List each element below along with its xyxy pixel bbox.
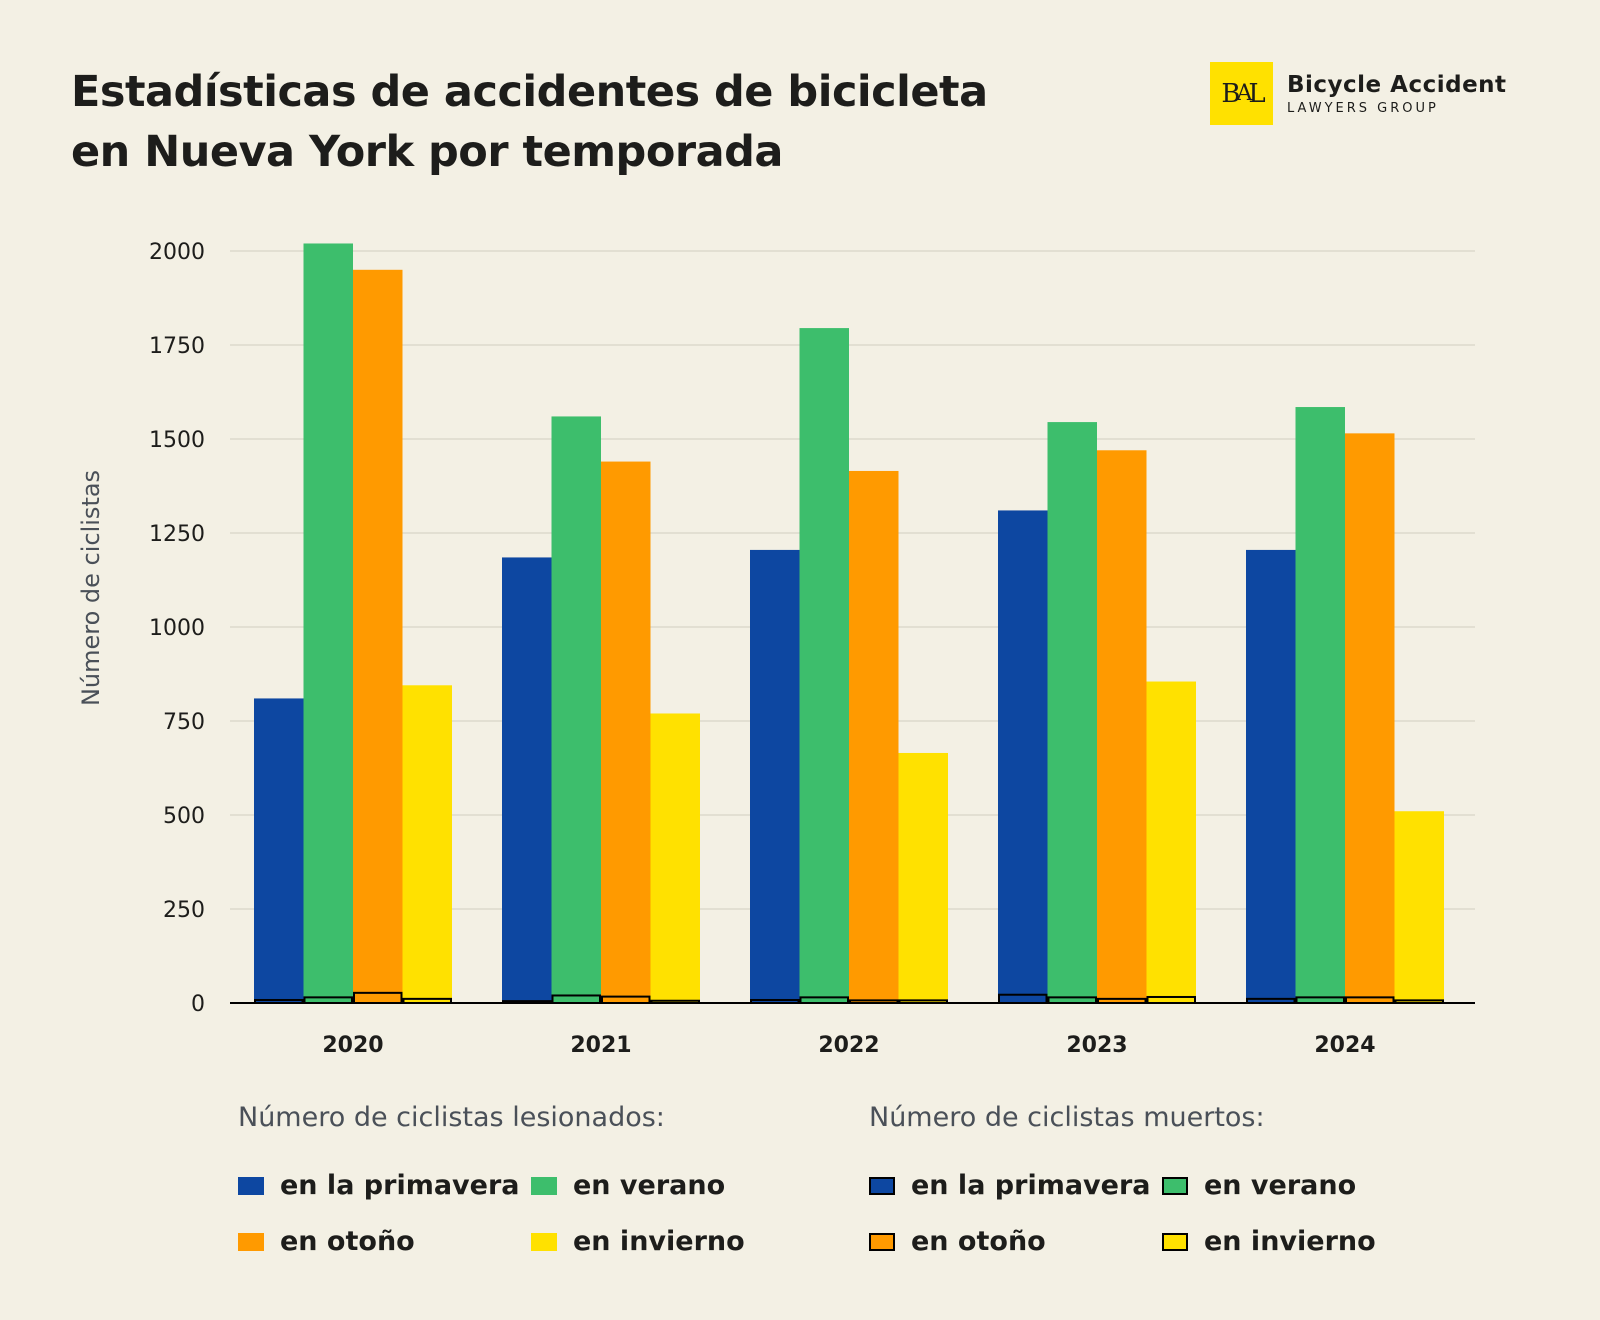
legend-swatch: [869, 1176, 895, 1195]
x-tick-label: 2020: [322, 1033, 383, 1058]
bar-injured: [1345, 433, 1395, 1003]
bar-injured: [1047, 422, 1097, 1004]
bar-injured: [254, 698, 304, 1003]
legend-label: en otoño: [911, 1226, 1046, 1257]
legend-swatch: [869, 1232, 895, 1251]
legend-item-injured: en verano: [531, 1170, 725, 1201]
y-tick-label: 1000: [149, 616, 205, 641]
legend-swatch: [238, 1176, 264, 1195]
bar-injured: [402, 685, 452, 1003]
bar-injured: [1146, 681, 1196, 1003]
legend-label: en verano: [1204, 1170, 1357, 1201]
bar-injured: [898, 752, 948, 1003]
bar-injured: [502, 557, 552, 1003]
legend-label: en invierno: [573, 1226, 745, 1257]
y-tick-label: 0: [191, 992, 205, 1017]
legend-item-killed: en verano: [1162, 1170, 1356, 1201]
y-tick-label: 500: [163, 804, 205, 829]
legend-item-killed: en otoño: [869, 1226, 1046, 1257]
bar-injured: [998, 510, 1048, 1003]
legend-item-killed: en la primavera: [869, 1170, 1151, 1201]
bar-injured: [303, 243, 353, 1004]
legend-label: en la primavera: [911, 1170, 1151, 1201]
legend-swatch: [238, 1232, 264, 1251]
bar-injured: [799, 328, 849, 1004]
legend-swatch: [1162, 1176, 1188, 1195]
bar-injured: [650, 713, 700, 1003]
bar-injured: [1295, 407, 1345, 1003]
legend-label: en invierno: [1204, 1226, 1376, 1257]
legend-item-injured: en la primavera: [238, 1170, 520, 1201]
bar-injured: [1246, 549, 1296, 1003]
y-tick-label: 2000: [149, 240, 205, 265]
x-tick-label: 2024: [1314, 1033, 1375, 1058]
legend-item-injured: en invierno: [531, 1226, 745, 1257]
y-tick-label: 250: [163, 898, 205, 923]
y-axis-label: Número de ciclistas: [77, 470, 105, 706]
bar-killed: [353, 991, 403, 1005]
y-tick-label: 1750: [149, 334, 205, 359]
legend-swatch: [531, 1176, 557, 1195]
bar-injured: [551, 416, 601, 1003]
legend-item-injured: en otoño: [238, 1226, 415, 1257]
bar-injured: [750, 549, 800, 1003]
legend-swatch: [1162, 1232, 1188, 1251]
legend-label: en verano: [573, 1170, 726, 1201]
y-tick-label: 1500: [149, 428, 205, 453]
y-tick-label: 1250: [149, 522, 205, 547]
legend-swatch: [531, 1232, 557, 1251]
y-tick-label: 750: [163, 710, 205, 735]
bar-killed: [998, 993, 1048, 1005]
x-tick-label: 2023: [1066, 1033, 1127, 1058]
logo-line1: Bicycle Accident: [1287, 71, 1507, 98]
bar-killed: [551, 994, 601, 1004]
legend-title-killed: Número de ciclistas muertos:: [869, 1102, 1265, 1133]
x-tick-label: 2021: [570, 1033, 631, 1058]
bar-injured: [353, 269, 403, 1003]
legend-title-injured: Número de ciclistas lesionados:: [238, 1102, 665, 1133]
legend-label: en la primavera: [280, 1170, 520, 1201]
chart-title: Estadísticas de accidentes de bicicleta …: [71, 67, 988, 177]
bar-injured: [849, 470, 899, 1004]
legend-item-killed: en invierno: [1162, 1226, 1376, 1257]
bar-injured: [1097, 450, 1147, 1003]
bar-injured: [1394, 811, 1444, 1003]
x-tick-label: 2022: [818, 1033, 879, 1058]
legend-label: en otoño: [280, 1226, 415, 1257]
logo-line2: LAWYERS GROUP: [1287, 100, 1439, 116]
bar-injured: [601, 461, 651, 1003]
